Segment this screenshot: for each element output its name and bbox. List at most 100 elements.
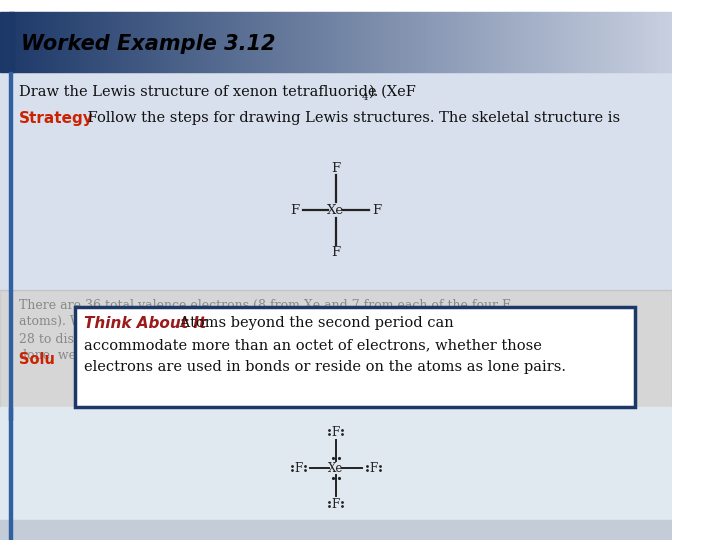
Polygon shape bbox=[333, 12, 336, 72]
Polygon shape bbox=[492, 12, 495, 72]
Text: Follow the steps for drawing Lewis structures. The skeletal structure is: Follow the steps for drawing Lewis struc… bbox=[83, 111, 620, 125]
Polygon shape bbox=[273, 12, 276, 72]
Polygon shape bbox=[323, 12, 325, 72]
Polygon shape bbox=[132, 12, 135, 72]
Polygon shape bbox=[278, 12, 280, 72]
Bar bbox=[0, 407, 672, 540]
Polygon shape bbox=[488, 12, 490, 72]
Text: Solu: Solu bbox=[19, 353, 55, 368]
Polygon shape bbox=[186, 12, 188, 72]
Polygon shape bbox=[87, 12, 89, 72]
Polygon shape bbox=[616, 12, 618, 72]
Polygon shape bbox=[564, 12, 567, 72]
Polygon shape bbox=[585, 12, 587, 72]
Polygon shape bbox=[372, 12, 374, 72]
Polygon shape bbox=[4, 12, 6, 72]
Polygon shape bbox=[528, 12, 531, 72]
Polygon shape bbox=[170, 12, 173, 72]
Polygon shape bbox=[426, 12, 428, 72]
Polygon shape bbox=[20, 12, 22, 72]
Polygon shape bbox=[515, 12, 518, 72]
Polygon shape bbox=[663, 12, 665, 72]
Polygon shape bbox=[307, 12, 309, 72]
Polygon shape bbox=[560, 12, 562, 72]
Polygon shape bbox=[345, 12, 347, 72]
Polygon shape bbox=[119, 12, 121, 72]
Polygon shape bbox=[490, 12, 492, 72]
Polygon shape bbox=[647, 12, 649, 72]
Polygon shape bbox=[63, 12, 65, 72]
Polygon shape bbox=[347, 12, 349, 72]
Polygon shape bbox=[137, 12, 139, 72]
Polygon shape bbox=[197, 12, 199, 72]
Polygon shape bbox=[6, 12, 9, 72]
Polygon shape bbox=[374, 12, 377, 72]
Text: Draw the Lewis structure of xenon tetrafluoride (XeF: Draw the Lewis structure of xenon tetraf… bbox=[19, 85, 415, 99]
Polygon shape bbox=[253, 12, 256, 72]
Polygon shape bbox=[607, 12, 609, 72]
Polygon shape bbox=[311, 12, 313, 72]
Polygon shape bbox=[163, 12, 166, 72]
Polygon shape bbox=[208, 12, 210, 72]
Polygon shape bbox=[240, 12, 242, 72]
Polygon shape bbox=[659, 12, 661, 72]
Polygon shape bbox=[464, 12, 466, 72]
Polygon shape bbox=[631, 12, 634, 72]
Polygon shape bbox=[428, 12, 430, 72]
Polygon shape bbox=[0, 12, 2, 72]
Polygon shape bbox=[99, 12, 101, 72]
Polygon shape bbox=[105, 12, 107, 72]
Polygon shape bbox=[533, 12, 535, 72]
Polygon shape bbox=[629, 12, 631, 72]
Polygon shape bbox=[587, 12, 589, 72]
Polygon shape bbox=[410, 12, 412, 72]
Bar bbox=[9, 290, 12, 420]
Polygon shape bbox=[269, 12, 271, 72]
Polygon shape bbox=[230, 12, 233, 72]
Polygon shape bbox=[298, 12, 300, 72]
Polygon shape bbox=[325, 12, 327, 72]
Polygon shape bbox=[74, 12, 76, 72]
Polygon shape bbox=[390, 12, 392, 72]
Polygon shape bbox=[361, 12, 363, 72]
Polygon shape bbox=[549, 12, 551, 72]
Text: Atoms beyond the second period can: Atoms beyond the second period can bbox=[176, 316, 454, 330]
Polygon shape bbox=[593, 12, 595, 72]
Polygon shape bbox=[112, 12, 114, 72]
Polygon shape bbox=[385, 12, 387, 72]
Polygon shape bbox=[210, 12, 213, 72]
Polygon shape bbox=[580, 12, 582, 72]
Polygon shape bbox=[504, 12, 506, 72]
Polygon shape bbox=[166, 12, 168, 72]
Polygon shape bbox=[280, 12, 282, 72]
Polygon shape bbox=[462, 12, 464, 72]
Polygon shape bbox=[351, 12, 354, 72]
Polygon shape bbox=[591, 12, 593, 72]
Polygon shape bbox=[636, 12, 639, 72]
Polygon shape bbox=[457, 12, 459, 72]
Polygon shape bbox=[439, 12, 441, 72]
Polygon shape bbox=[233, 12, 235, 72]
Polygon shape bbox=[155, 12, 157, 72]
Polygon shape bbox=[569, 12, 571, 72]
Polygon shape bbox=[175, 12, 177, 72]
Polygon shape bbox=[417, 12, 419, 72]
Polygon shape bbox=[336, 12, 338, 72]
Bar bbox=[0, 72, 672, 290]
Polygon shape bbox=[179, 12, 181, 72]
Polygon shape bbox=[397, 12, 399, 72]
Polygon shape bbox=[150, 12, 153, 72]
Polygon shape bbox=[365, 12, 367, 72]
Polygon shape bbox=[235, 12, 238, 72]
Polygon shape bbox=[76, 12, 78, 72]
Polygon shape bbox=[405, 12, 408, 72]
Text: F: F bbox=[332, 426, 340, 438]
Polygon shape bbox=[302, 12, 305, 72]
Polygon shape bbox=[329, 12, 331, 72]
Text: F: F bbox=[331, 161, 341, 174]
Polygon shape bbox=[670, 12, 672, 72]
Polygon shape bbox=[526, 12, 528, 72]
Polygon shape bbox=[338, 12, 341, 72]
Polygon shape bbox=[419, 12, 421, 72]
Polygon shape bbox=[94, 12, 96, 72]
